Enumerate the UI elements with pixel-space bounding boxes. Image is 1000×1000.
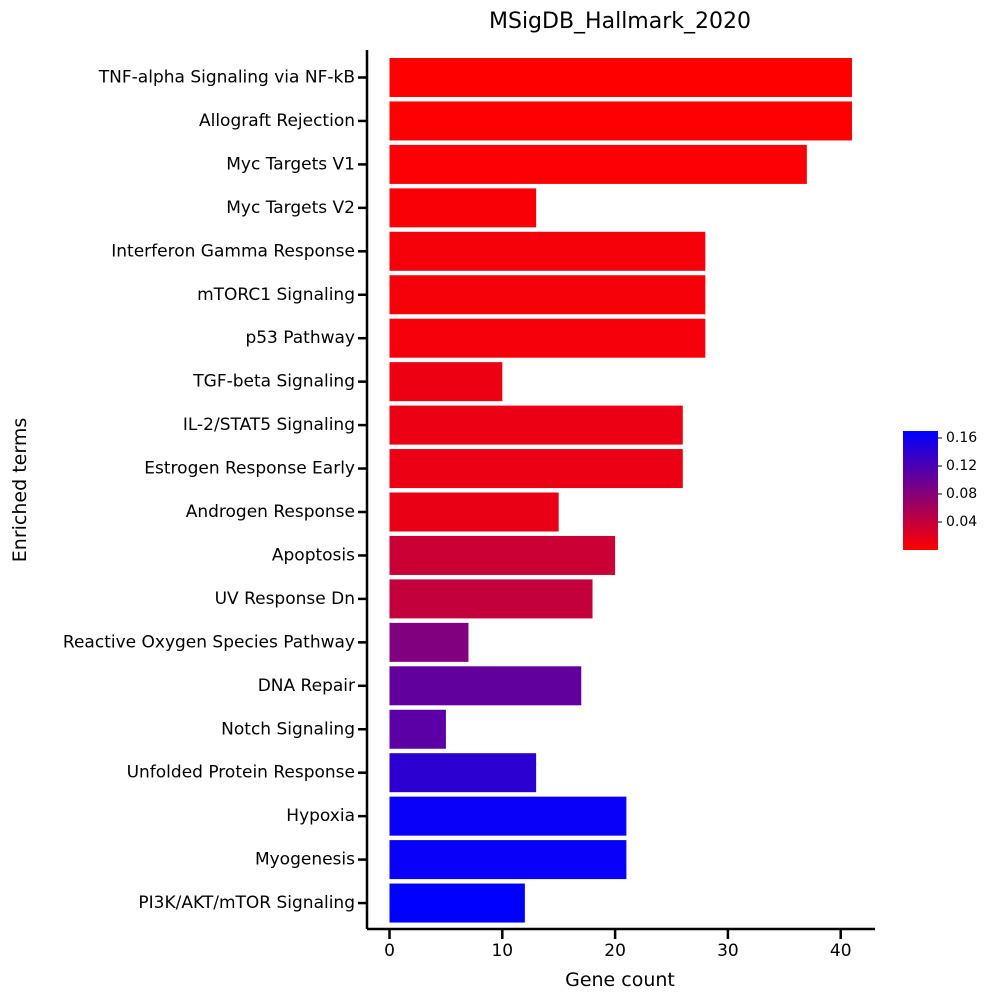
colorbar-tick-label: 0.04 (946, 514, 977, 530)
x-tick-label: 0 (384, 941, 395, 961)
bar (389, 579, 593, 619)
bar (389, 709, 446, 749)
bar (389, 449, 683, 489)
colorbar: 0.04 0.08 0.12 0.16 (903, 430, 977, 550)
bar (389, 666, 582, 706)
y-tick-label: DNA Repair (258, 676, 355, 696)
y-tick-label: Reactive Oxygen Species Pathway (63, 632, 355, 652)
bar (389, 231, 706, 271)
y-tick-label: Androgen Response (186, 502, 355, 522)
bar (389, 101, 852, 141)
y-tick-label: Interferon Gamma Response (111, 241, 355, 261)
x-axis-title: Gene count (565, 969, 675, 991)
x-tick-label: 30 (717, 941, 739, 961)
x-tick-label: 20 (604, 941, 626, 961)
y-tick-label: Apoptosis (272, 545, 355, 565)
bar (389, 840, 627, 880)
y-tick-label: Notch Signaling (221, 719, 355, 739)
bar (389, 275, 706, 315)
bar (389, 796, 627, 836)
chart-title: MSigDB_Hallmark_2020 (489, 9, 751, 34)
y-tick-label: Myogenesis (255, 850, 355, 870)
colorbar-ticks: 0.04 0.08 0.12 0.16 (938, 430, 977, 530)
y-tick-label: Allograft Rejection (199, 111, 355, 131)
y-tick-label: mTORC1 Signaling (197, 285, 355, 305)
x-tick-label: 40 (830, 941, 852, 961)
y-tick-label: Myc Targets V2 (226, 198, 355, 218)
y-axis-title: Enriched terms (9, 418, 31, 562)
y-tick-label: UV Response Dn (215, 589, 355, 609)
bar (389, 362, 503, 402)
y-tick-label: p53 Pathway (245, 328, 355, 348)
bar (389, 144, 807, 184)
y-tick-label: TGF-beta Signaling (192, 372, 355, 392)
bar (389, 58, 852, 97)
bar (389, 492, 559, 532)
y-tick-label: IL-2/STAT5 Signaling (183, 415, 355, 435)
colorbar-tick-label: 0.08 (946, 486, 977, 502)
bar (389, 318, 706, 358)
bar (389, 405, 683, 445)
bar (389, 535, 616, 575)
colorbar-gradient (903, 431, 938, 550)
bar (389, 883, 525, 923)
y-tick-labels: TNF-alpha Signaling via NF-kB Allograft R… (63, 68, 367, 913)
x-tick-label: 10 (491, 941, 513, 961)
bar (389, 622, 469, 662)
y-tick-label: TNF-alpha Signaling via NF-kB (98, 68, 355, 88)
bar (389, 753, 537, 793)
y-tick-label: PI3K/AKT/mTOR Signaling (138, 893, 355, 913)
bar (389, 188, 537, 228)
colorbar-tick-label: 0.16 (946, 430, 977, 446)
bars-layer (389, 58, 852, 923)
y-tick-label: Myc Targets V1 (226, 154, 355, 174)
colorbar-tick-label: 0.12 (946, 458, 977, 474)
y-tick-label: Estrogen Response Early (144, 459, 355, 479)
x-axis: 0 10 20 30 40 (384, 929, 852, 961)
y-tick-label: Unfolded Protein Response (127, 763, 355, 783)
y-tick-label: Hypoxia (286, 806, 355, 826)
